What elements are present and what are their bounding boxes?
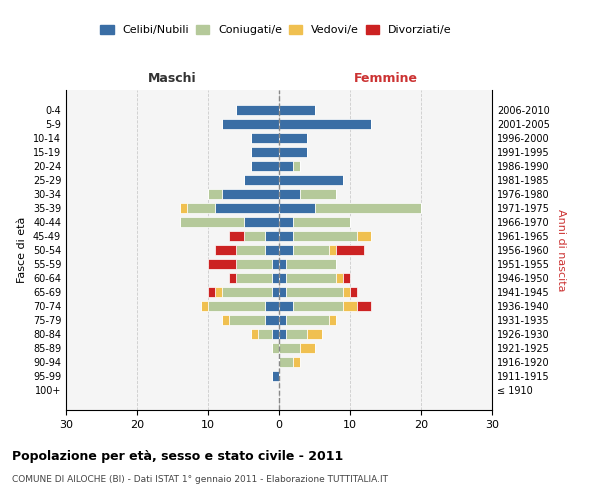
Bar bbox=[208, 259, 236, 270]
Bar bbox=[286, 273, 336, 283]
Bar bbox=[279, 244, 293, 256]
Bar bbox=[236, 104, 279, 115]
Bar bbox=[265, 315, 279, 326]
Bar bbox=[251, 329, 258, 340]
Bar bbox=[208, 188, 222, 199]
Bar bbox=[343, 273, 350, 283]
Bar bbox=[251, 132, 279, 143]
Bar bbox=[329, 244, 336, 256]
Bar bbox=[236, 244, 265, 256]
Bar bbox=[329, 315, 336, 326]
Bar bbox=[244, 174, 279, 185]
Bar bbox=[350, 287, 357, 298]
Text: Femmine: Femmine bbox=[353, 72, 418, 85]
Bar bbox=[272, 329, 279, 340]
Bar bbox=[279, 118, 371, 129]
Bar bbox=[357, 301, 371, 312]
Bar bbox=[229, 273, 236, 283]
Bar bbox=[279, 357, 293, 368]
Bar bbox=[307, 329, 322, 340]
Bar bbox=[279, 259, 286, 270]
Bar bbox=[179, 202, 187, 213]
Legend: Celibi/Nubili, Coniugati/e, Vedovi/e, Divorziati/e: Celibi/Nubili, Coniugati/e, Vedovi/e, Di… bbox=[96, 20, 456, 40]
Bar bbox=[293, 216, 350, 227]
Bar bbox=[293, 244, 329, 256]
Y-axis label: Fasce di età: Fasce di età bbox=[17, 217, 27, 283]
Bar bbox=[229, 315, 265, 326]
Bar bbox=[244, 216, 279, 227]
Bar bbox=[215, 244, 236, 256]
Bar bbox=[222, 118, 279, 129]
Bar bbox=[222, 188, 279, 199]
Bar bbox=[286, 259, 336, 270]
Bar bbox=[336, 273, 343, 283]
Bar bbox=[314, 202, 421, 213]
Bar bbox=[229, 230, 244, 241]
Bar bbox=[343, 287, 350, 298]
Bar bbox=[265, 230, 279, 241]
Text: COMUNE DI AILOCHE (BI) - Dati ISTAT 1° gennaio 2011 - Elaborazione TUTTITALIA.IT: COMUNE DI AILOCHE (BI) - Dati ISTAT 1° g… bbox=[12, 475, 388, 484]
Bar bbox=[201, 301, 208, 312]
Text: Maschi: Maschi bbox=[148, 72, 197, 85]
Bar bbox=[279, 188, 301, 199]
Bar bbox=[236, 259, 272, 270]
Bar bbox=[244, 230, 265, 241]
Bar bbox=[301, 188, 336, 199]
Bar bbox=[236, 273, 272, 283]
Bar bbox=[222, 287, 272, 298]
Bar bbox=[279, 301, 293, 312]
Y-axis label: Anni di nascita: Anni di nascita bbox=[556, 209, 566, 291]
Bar bbox=[279, 230, 293, 241]
Bar bbox=[279, 202, 314, 213]
Bar bbox=[279, 174, 343, 185]
Bar bbox=[215, 287, 222, 298]
Bar bbox=[208, 301, 265, 312]
Bar bbox=[357, 230, 371, 241]
Bar bbox=[301, 343, 314, 353]
Bar bbox=[293, 301, 343, 312]
Bar bbox=[251, 160, 279, 171]
Bar bbox=[293, 230, 357, 241]
Bar bbox=[286, 329, 307, 340]
Bar bbox=[279, 132, 307, 143]
Bar bbox=[272, 259, 279, 270]
Bar bbox=[272, 287, 279, 298]
Text: Popolazione per età, sesso e stato civile - 2011: Popolazione per età, sesso e stato civil… bbox=[12, 450, 343, 463]
Bar bbox=[272, 371, 279, 382]
Bar bbox=[187, 202, 215, 213]
Bar bbox=[279, 146, 307, 157]
Bar bbox=[286, 287, 343, 298]
Bar bbox=[258, 329, 272, 340]
Bar bbox=[279, 273, 286, 283]
Bar bbox=[336, 244, 364, 256]
Bar bbox=[293, 357, 301, 368]
Bar bbox=[265, 301, 279, 312]
Bar bbox=[265, 244, 279, 256]
Bar bbox=[272, 343, 279, 353]
Bar bbox=[279, 160, 293, 171]
Bar bbox=[222, 315, 229, 326]
Bar bbox=[286, 315, 329, 326]
Bar bbox=[179, 216, 244, 227]
Bar bbox=[279, 329, 286, 340]
Bar bbox=[279, 315, 286, 326]
Bar bbox=[279, 104, 314, 115]
Bar bbox=[279, 216, 293, 227]
Bar bbox=[293, 160, 301, 171]
Bar bbox=[272, 273, 279, 283]
Bar bbox=[279, 343, 301, 353]
Bar bbox=[215, 202, 279, 213]
Bar bbox=[279, 287, 286, 298]
Bar bbox=[208, 287, 215, 298]
Bar bbox=[251, 146, 279, 157]
Bar bbox=[343, 301, 357, 312]
